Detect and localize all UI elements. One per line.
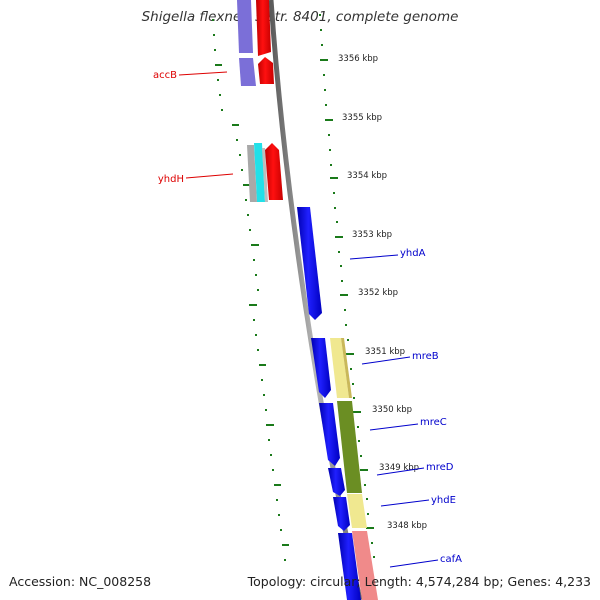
gene-block[interactable] — [237, 0, 253, 53]
gene-block[interactable] — [347, 494, 367, 528]
scale-label: 3348 kbp — [387, 521, 427, 531]
genome-summary-text: Topology: circular; Length: 4,574,284 bp… — [247, 574, 591, 589]
gene-block[interactable] — [254, 143, 265, 202]
scale-label: 3355 kbp — [342, 113, 382, 123]
gene-label-yhdA[interactable]: yhdA — [400, 248, 426, 259]
gene-arrow[interactable] — [333, 497, 350, 531]
label-leader — [380, 499, 430, 507]
label-leader — [185, 173, 234, 179]
label-leader — [349, 254, 399, 260]
gene-label-mreB[interactable]: mreB — [412, 351, 439, 362]
scale-label: 3350 kbp — [372, 405, 412, 415]
right-gene-labels: yhdA mreB mreC mreD yhdE cafA — [349, 248, 462, 568]
scale-label: 3354 kbp — [347, 171, 387, 181]
gene-block[interactable] — [341, 338, 352, 398]
reverse-strand-genes — [237, 0, 283, 202]
gene-label-yhdE[interactable]: yhdE — [431, 495, 456, 506]
gene-arrow[interactable] — [258, 57, 274, 84]
gene-label-mreD[interactable]: mreD — [426, 462, 454, 473]
label-leader — [369, 423, 419, 431]
gene-label-accB[interactable]: accB — [153, 70, 177, 81]
map-title: Shigella flexneri 5 str. 8401, complete … — [141, 9, 459, 25]
gene-block[interactable] — [262, 148, 268, 202]
accession-text: Accession: NC_008258 — [9, 574, 152, 589]
gene-arrow[interactable] — [297, 207, 322, 320]
gene-block[interactable] — [352, 531, 378, 600]
scale-label: 3353 kbp — [352, 230, 392, 240]
gene-label-yhdH[interactable]: yhdH — [158, 174, 184, 185]
scale-labels: 3356 kbp 3355 kbp 3354 kbp 3353 kbp 3352… — [338, 54, 427, 531]
label-leader — [178, 71, 228, 76]
gene-arrow[interactable] — [265, 143, 283, 200]
label-leader — [389, 559, 439, 568]
label-leader — [361, 356, 411, 365]
scale-label: 3352 kbp — [358, 288, 398, 298]
gene-block[interactable] — [239, 58, 256, 86]
scale-label: 3356 kbp — [338, 54, 378, 64]
label-leader — [376, 467, 425, 476]
gene-arrow[interactable] — [319, 403, 340, 466]
gene-block[interactable] — [247, 145, 257, 202]
left-gene-labels: accB yhdH — [153, 70, 234, 185]
outer-tick-ring — [212, 19, 289, 561]
forward-strand-genes — [297, 207, 378, 600]
gene-arrow[interactable] — [311, 338, 331, 398]
scale-label: 3351 kbp — [365, 347, 405, 357]
gene-arrow[interactable] — [328, 468, 345, 496]
gene-label-cafA[interactable]: cafA — [440, 554, 462, 565]
gene-block[interactable] — [330, 338, 349, 398]
gene-arrow[interactable] — [256, 0, 271, 56]
scale-label: 3349 kbp — [379, 463, 419, 473]
gene-block[interactable] — [337, 401, 362, 493]
inner-tick-ring — [319, 14, 375, 558]
gene-label-mreC[interactable]: mreC — [420, 417, 447, 428]
gene-arrow[interactable] — [338, 533, 361, 600]
